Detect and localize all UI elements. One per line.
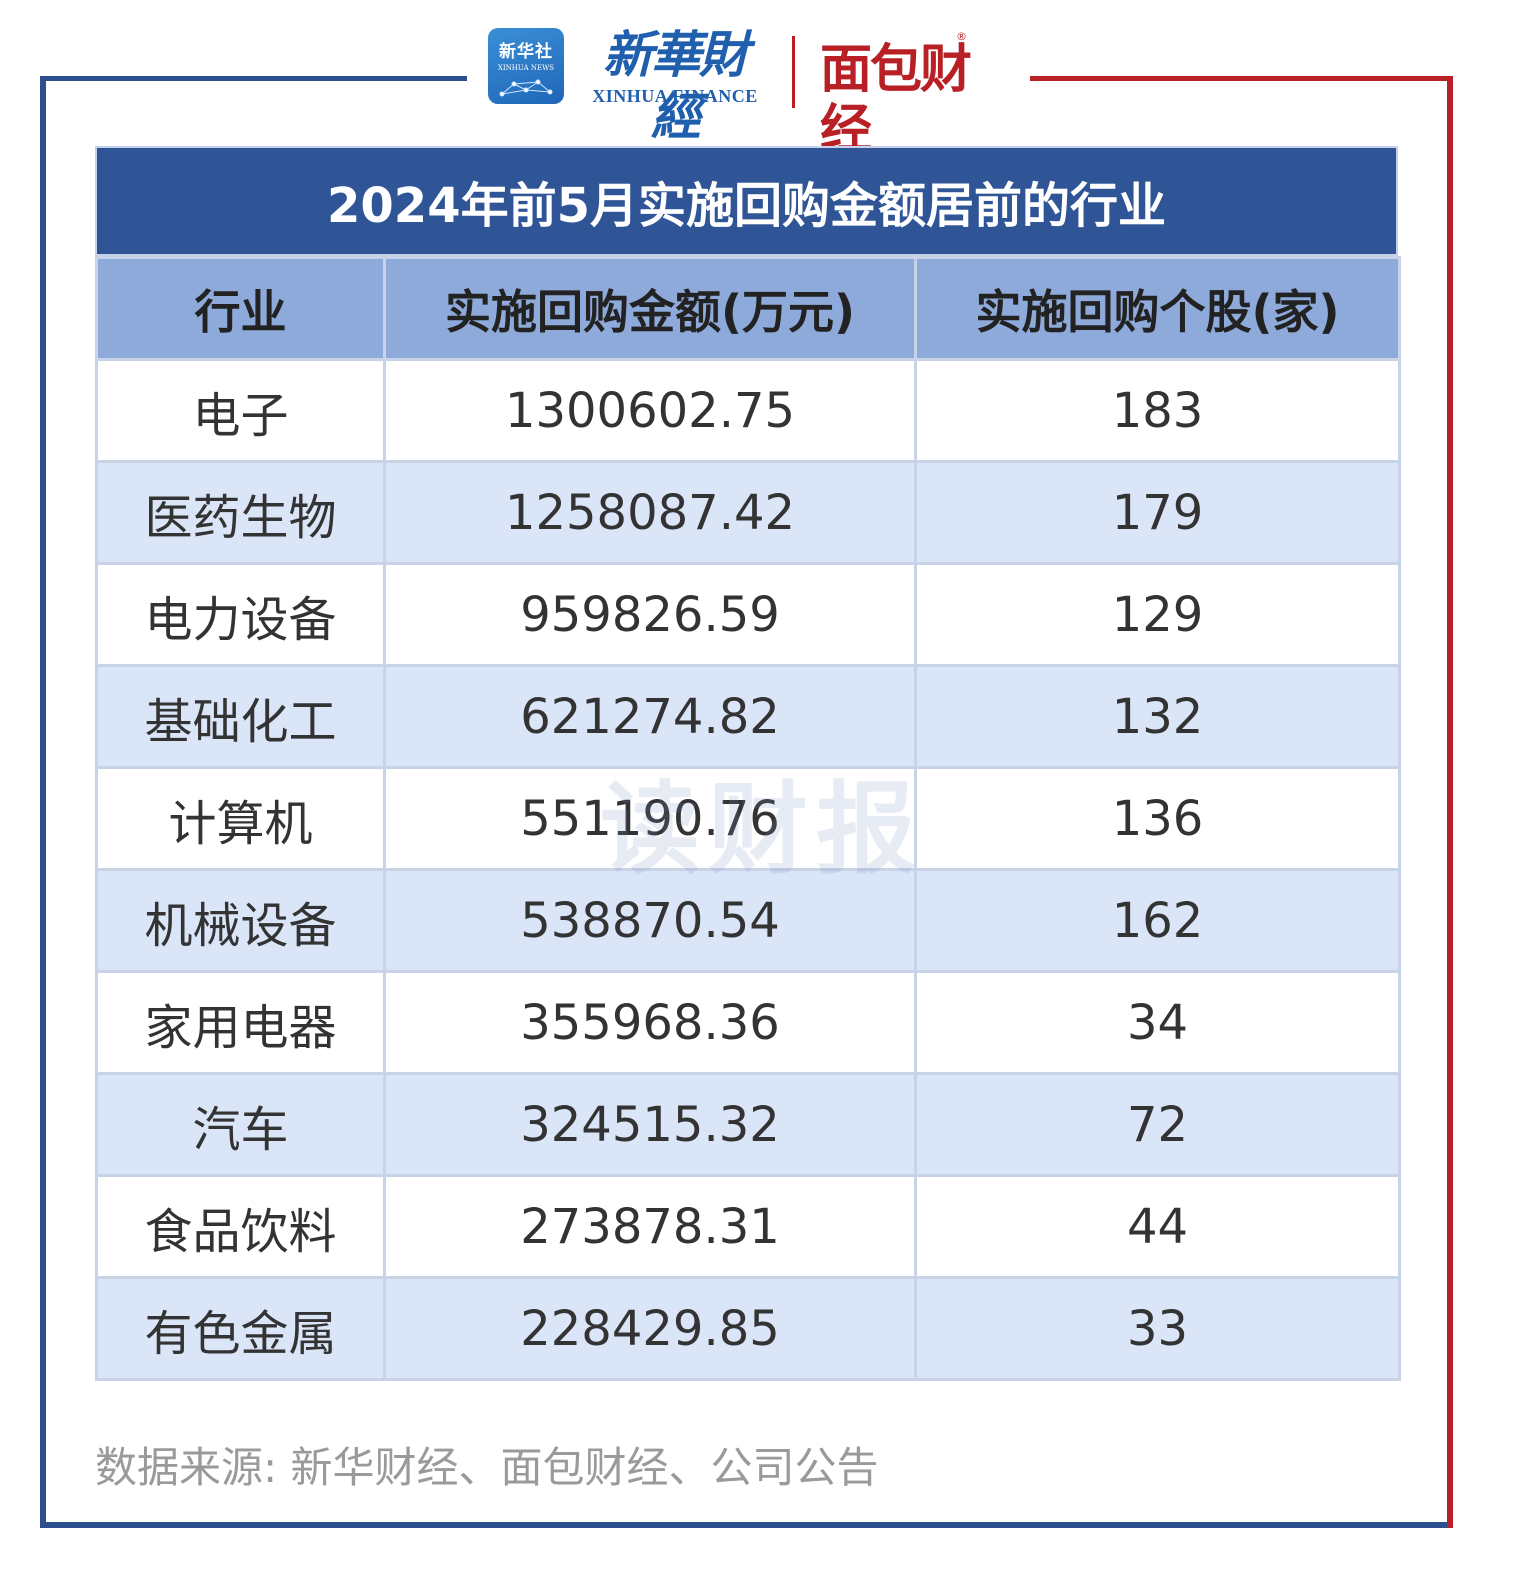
table-row: 机械设备 538870.54 162 [95, 868, 1401, 973]
table-row: 汽车 324515.32 72 [95, 1072, 1401, 1177]
globe-network-icon [499, 79, 553, 97]
buyback-table: 2024年前5月实施回购金额居前的行业 行业 实施回购金额(万元) 实施回购个股… [95, 146, 1401, 1381]
count-cell: 72 [914, 1072, 1401, 1177]
column-header-count: 实施回购个股(家) [914, 256, 1401, 361]
xinhua-badge-text: 新华社 [499, 42, 553, 62]
amount-cell: 273878.31 [383, 1174, 917, 1279]
count-cell: 33 [914, 1276, 1401, 1381]
industry-cell: 食品饮料 [95, 1174, 386, 1279]
count-cell: 129 [914, 562, 1401, 667]
table-row: 医药生物 1258087.42 179 [95, 460, 1401, 565]
table-title: 2024年前5月实施回购金额居前的行业 [95, 146, 1398, 256]
industry-cell: 医药生物 [95, 460, 386, 565]
amount-cell: 621274.82 [383, 664, 917, 769]
table-row: 计算机 551190.76 136 [95, 766, 1401, 871]
table-row: 家用电器 355968.36 34 [95, 970, 1401, 1075]
registered-mark: ® [956, 30, 967, 43]
count-cell: 34 [914, 970, 1401, 1075]
count-cell: 183 [914, 358, 1401, 463]
count-cell: 179 [914, 460, 1401, 565]
frame-top-left-line [40, 76, 467, 81]
count-cell: 162 [914, 868, 1401, 973]
amount-cell: 551190.76 [383, 766, 917, 871]
industry-cell: 电子 [95, 358, 386, 463]
amount-cell: 959826.59 [383, 562, 917, 667]
table-header-row: 行业 实施回购金额(万元) 实施回购个股(家) [95, 256, 1401, 361]
frame-right-line [1447, 76, 1453, 1528]
industry-cell: 计算机 [95, 766, 386, 871]
column-header-industry: 行业 [95, 256, 386, 361]
xinhua-news-logo: 新华社 XINHUA NEWS [488, 28, 564, 104]
table-row: 电力设备 959826.59 129 [95, 562, 1401, 667]
frame-top-right-line [1030, 76, 1453, 81]
industry-cell: 汽车 [95, 1072, 386, 1177]
amount-cell: 538870.54 [383, 868, 917, 973]
count-cell: 132 [914, 664, 1401, 769]
industry-table: 行业 实施回购金额(万元) 实施回购个股(家) 电子 1300602.75 18… [95, 256, 1401, 1381]
industry-cell: 家用电器 [95, 970, 386, 1075]
amount-cell: 355968.36 [383, 970, 917, 1075]
xinhua-finance-en: XINHUA FINANCE [592, 86, 758, 106]
amount-cell: 1258087.42 [383, 460, 917, 565]
amount-cell: 228429.85 [383, 1276, 917, 1381]
mianbao-finance-logo: 面包财经 [820, 40, 972, 160]
table-row: 基础化工 621274.82 132 [95, 664, 1401, 769]
table-row: 有色金属 228429.85 33 [95, 1276, 1401, 1381]
frame-bottom-line [40, 1522, 1453, 1528]
industry-cell: 基础化工 [95, 664, 386, 769]
xinhua-finance-logo: 新華財經 [603, 25, 749, 146]
logo-divider [792, 36, 795, 108]
xinhua-badge-en-text: XINHUA NEWS [497, 64, 555, 72]
industry-cell: 机械设备 [95, 868, 386, 973]
industry-cell: 有色金属 [95, 1276, 386, 1381]
frame-left-line [40, 76, 46, 1528]
column-header-amount: 实施回购金额(万元) [383, 256, 917, 361]
table-row: 食品饮料 273878.31 44 [95, 1174, 1401, 1279]
count-cell: 44 [914, 1174, 1401, 1279]
amount-cell: 324515.32 [383, 1072, 917, 1177]
table-row: 电子 1300602.75 183 [95, 358, 1401, 463]
count-cell: 136 [914, 766, 1401, 871]
industry-cell: 电力设备 [95, 562, 386, 667]
amount-cell: 1300602.75 [383, 358, 917, 463]
data-source-note: 数据来源: 新华财经、面包财经、公司公告 [95, 1443, 879, 1492]
